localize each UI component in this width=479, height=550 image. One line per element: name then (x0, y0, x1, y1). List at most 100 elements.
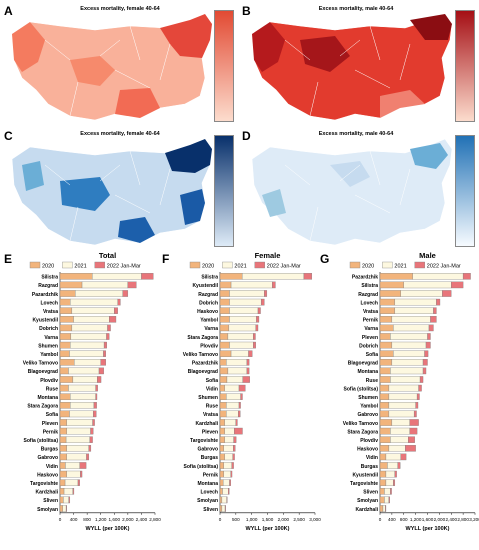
legend-label: 2022 Jan-Mar (427, 264, 461, 270)
bar-segment (219, 316, 230, 323)
bar-segment (272, 281, 276, 289)
bar-segment (62, 505, 67, 512)
legend-swatch (62, 261, 73, 269)
bar-segment (379, 470, 387, 478)
bar-segment (219, 419, 225, 426)
category-label: Targovishte (190, 438, 218, 444)
category-label: Sofia (206, 378, 218, 384)
chart-female: Female 2020 2021 2022 Jan-Mar 0 500 1,000 1,500… (183, 251, 321, 532)
region-s-a (115, 88, 160, 118)
bar-segment (224, 384, 240, 392)
bar-segment (219, 436, 225, 443)
bar-segment (242, 376, 250, 383)
x-tick-label: 0 (379, 517, 382, 522)
bar-segment (68, 384, 96, 392)
bar-segment (219, 281, 232, 289)
bar-segment (379, 273, 413, 280)
panel-label-c: C (4, 129, 13, 143)
region-w-b (252, 22, 285, 72)
legend-label: 2021 (234, 264, 246, 270)
legend-label: 2020 (202, 264, 214, 270)
bar-segment (141, 273, 154, 280)
bar-segment (219, 453, 225, 461)
bar-segment (428, 324, 434, 332)
category-label: Pernik (363, 318, 379, 324)
category-label: Gabrovo (197, 447, 218, 453)
chart-title: Female (255, 251, 281, 260)
x-tick-label: 400 (70, 517, 78, 522)
bar-segment (89, 436, 93, 443)
legend-label: 2020 (42, 264, 54, 270)
bar-segment (379, 298, 396, 306)
category-label: Silistra (361, 283, 378, 289)
bar-segment (59, 488, 65, 495)
category-label: Plovdiv (200, 343, 218, 349)
bar-segment (409, 427, 418, 435)
x-tick-label: 2,500 (293, 517, 305, 522)
category-label: Burgas (41, 447, 58, 453)
bar-segment (409, 419, 419, 426)
region-w-c (22, 161, 44, 191)
bar-segment (397, 462, 401, 469)
map-a (11, 13, 213, 121)
bar-segment (379, 316, 393, 323)
bar-segment (390, 367, 424, 375)
bar-segment (93, 402, 97, 409)
category-label: Sliven (203, 507, 218, 513)
bar-segment (59, 324, 73, 332)
bar-segment (59, 410, 70, 418)
bar-segment (233, 436, 237, 443)
bar-segment (393, 324, 430, 332)
bar-segment (379, 376, 391, 383)
bar-segment (388, 445, 406, 452)
bar-segment (66, 427, 91, 435)
bar-segment (219, 470, 224, 478)
bar-segment (238, 410, 241, 418)
bar-segment (256, 316, 260, 323)
bar-segment (248, 350, 253, 357)
bar-segment (95, 393, 98, 400)
bar-segment (103, 350, 106, 357)
legend-swatch (189, 261, 201, 269)
category-label: Veliko Tarnovo (343, 421, 378, 427)
bar-segment (219, 402, 227, 409)
category-label: Kardzhali (35, 490, 58, 496)
bar-segment (224, 505, 226, 512)
bar-segment (379, 505, 384, 512)
bar-segment (388, 410, 415, 418)
bar-segment (109, 316, 117, 323)
bar-segment (224, 427, 235, 435)
bar-segment (63, 496, 69, 504)
bar-segment (68, 496, 71, 504)
category-label: Stara Zagora (187, 335, 218, 341)
bar-segment (117, 298, 121, 306)
chart-title: Male (419, 251, 436, 260)
bar-segment (230, 281, 273, 289)
bar-segment (80, 470, 83, 478)
x-tick-label: 800 (400, 517, 408, 522)
category-label: Burgas (201, 455, 218, 461)
category-label: Ruse (366, 378, 378, 384)
bar-segment (303, 273, 313, 280)
bar-segment (430, 316, 437, 323)
bar-segment (227, 367, 248, 375)
bar-segment (222, 488, 229, 495)
map-c (11, 138, 213, 246)
x-tick-label: 3,000 (309, 517, 321, 522)
bar-segment (403, 281, 452, 289)
category-label: Pazardzhik (32, 292, 58, 298)
bar-segment (114, 307, 118, 314)
map-title-b: Excess mortality, male 40-64 (318, 6, 394, 12)
bar-segment (240, 393, 243, 400)
category-label: Smolyan (197, 498, 218, 504)
bar-segment (98, 367, 104, 375)
bar-segment (390, 488, 392, 495)
legend-swatch (349, 261, 361, 269)
bar-segment (66, 445, 90, 452)
category-label: Lovech (200, 490, 218, 496)
bar-segment (70, 402, 95, 409)
category-label: Targovishte (30, 481, 58, 487)
bar-segment (393, 479, 396, 486)
bar-segment (379, 350, 394, 357)
bar-segment (106, 333, 110, 340)
